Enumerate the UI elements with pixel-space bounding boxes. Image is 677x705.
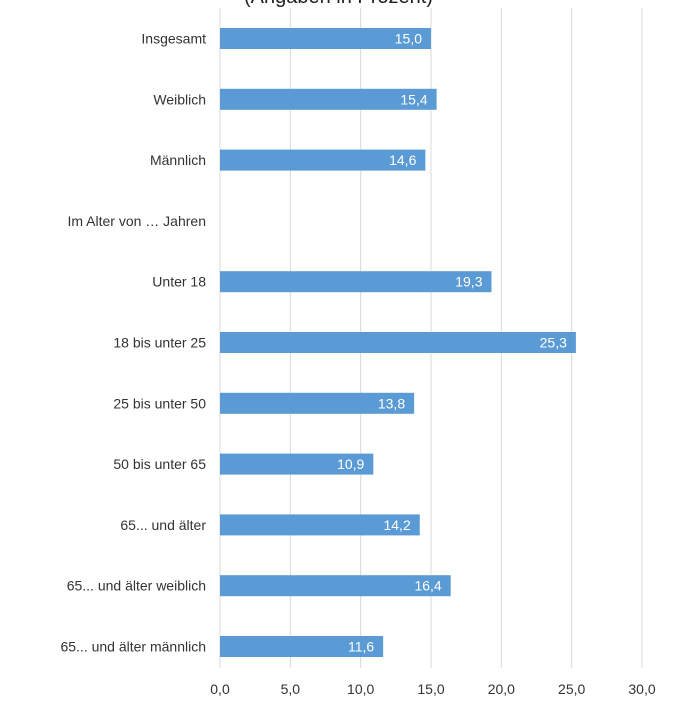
bar xyxy=(220,28,431,49)
x-tick-label: 15,0 xyxy=(417,681,444,697)
bar xyxy=(220,575,451,597)
bar-value-label: 14,2 xyxy=(383,517,410,533)
bar-value-label: 16,4 xyxy=(414,578,441,594)
bar xyxy=(220,332,576,353)
x-tick-label: 25,0 xyxy=(558,681,585,697)
category-label: 18 bis unter 25 xyxy=(113,335,206,351)
category-label: Unter 18 xyxy=(152,274,206,290)
gridlines xyxy=(219,8,643,668)
x-tick-label: 30,0 xyxy=(628,681,655,697)
category-label: Weiblich xyxy=(153,91,206,107)
category-label: 50 bis unter 65 xyxy=(113,456,206,472)
category-label: 65... und älter weiblich xyxy=(67,578,206,594)
category-label: Im Alter von … Jahren xyxy=(67,213,206,229)
bar-value-label: 10,9 xyxy=(337,456,364,472)
bar xyxy=(220,514,420,536)
bar xyxy=(220,271,492,293)
category-label: 65... und älter xyxy=(120,517,206,533)
bar-value-label: 11,6 xyxy=(348,639,374,655)
x-tick-label: 5,0 xyxy=(281,681,301,697)
x-axis-tick-labels: 0,0 5,0 10,0 15,0 20,0 25,0 30,0 xyxy=(210,681,656,697)
value-labels: 15,0 15,4 14,6 19,3 25,3 13,8 10,9 14,2 16,4 11,6 xyxy=(337,31,567,655)
chart-title: (Angaben in Prozent) xyxy=(0,0,677,8)
bar xyxy=(220,453,374,475)
bar-value-label: 25,3 xyxy=(540,335,567,351)
bar xyxy=(220,88,437,110)
x-tick-label: 10,0 xyxy=(347,681,374,697)
bar xyxy=(220,636,384,657)
bar xyxy=(220,149,426,171)
x-tick-label: 20,0 xyxy=(488,681,515,697)
category-labels: Insgesamt Weiblich Männlich Im Alter von … … xyxy=(60,31,206,655)
bars xyxy=(220,28,576,657)
bar-value-label: 14,6 xyxy=(389,152,416,168)
category-label: Männlich xyxy=(150,152,206,168)
x-tick-label: 0,0 xyxy=(210,681,230,697)
bar-value-label: 13,8 xyxy=(378,395,405,411)
bar xyxy=(220,392,415,414)
bar-value-label: 15,4 xyxy=(400,91,427,107)
category-label: 25 bis unter 50 xyxy=(113,395,206,411)
bar-value-label: 19,3 xyxy=(455,274,482,290)
category-label: 65... und älter männlich xyxy=(60,639,206,655)
bar-value-label: 15,0 xyxy=(395,31,422,47)
category-label: Insgesamt xyxy=(141,31,206,47)
